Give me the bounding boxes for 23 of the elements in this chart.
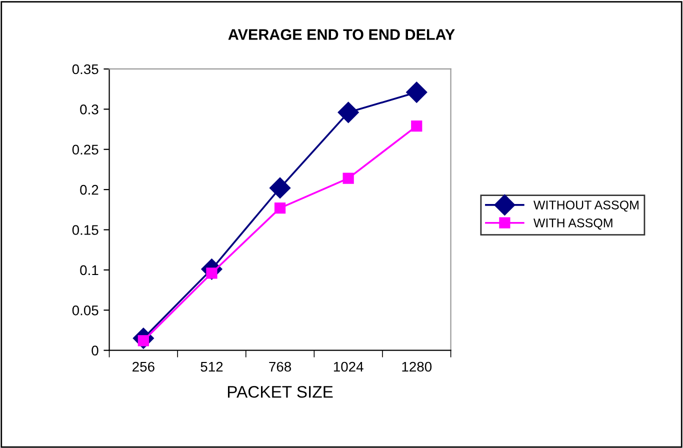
y-tick-label: 0.05	[72, 305, 98, 316]
y-tick-label: 0.15	[72, 225, 98, 235]
point	[406, 82, 428, 103]
y-tick-label: 0.35	[72, 64, 98, 74]
point	[274, 202, 286, 214]
x-tick-label: 512	[200, 362, 223, 372]
x-tick-label: 1024	[334, 362, 364, 372]
point	[338, 102, 359, 123]
y-tick-label: 0.3	[80, 104, 98, 114]
y-tick-label: 0.2	[80, 184, 98, 195]
point	[342, 172, 354, 184]
x-tick-label: 1280	[402, 362, 432, 372]
x-axis-title: PACKET SIZE	[228, 386, 333, 398]
y-tick-label: 0.25	[72, 144, 98, 155]
y-tick-label: 0	[92, 346, 98, 356]
legend-label: WITH ASSQM	[533, 218, 612, 230]
point	[270, 177, 291, 198]
x-tick-label: 768	[269, 362, 292, 372]
x-tick-label: 256	[132, 362, 154, 372]
point	[411, 120, 422, 132]
chart-title: AVERAGE END TO END DELAY	[228, 29, 455, 40]
y-tick-label: 0.1	[80, 265, 98, 276]
legend-label: WITHOUT ASSQM	[533, 200, 638, 212]
